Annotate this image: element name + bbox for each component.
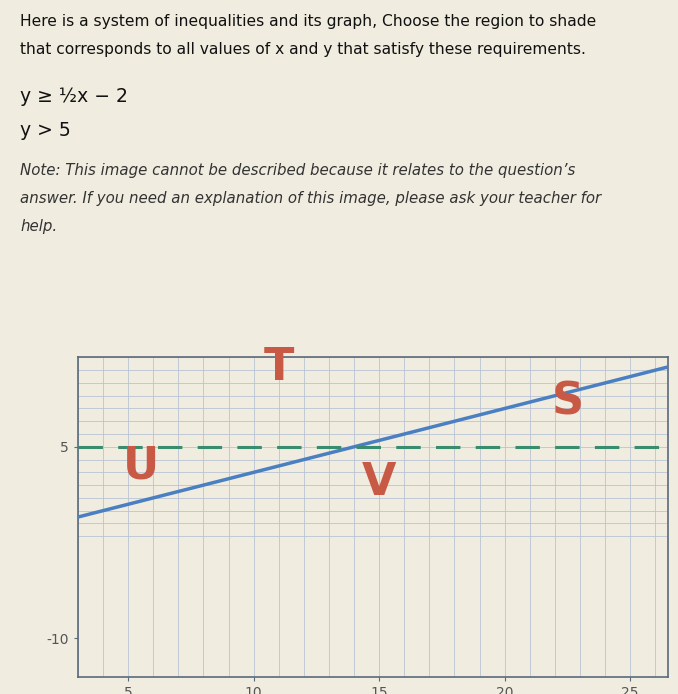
Text: T: T <box>264 346 294 389</box>
Text: y ≥ ½x − 2: y ≥ ½x − 2 <box>20 87 128 105</box>
Text: answer. If you need an explanation of this image, please ask your teacher for: answer. If you need an explanation of th… <box>20 191 601 206</box>
Text: Here is a system of inequalities and its graph, Choose the region to shade: Here is a system of inequalities and its… <box>20 14 597 29</box>
Text: V: V <box>362 461 397 504</box>
Text: help.: help. <box>20 219 58 234</box>
Text: S: S <box>551 380 584 423</box>
Text: y > 5: y > 5 <box>20 121 71 140</box>
Text: Note: This image cannot be described because it relates to the question’s: Note: This image cannot be described bec… <box>20 163 576 178</box>
Text: U: U <box>123 444 159 487</box>
Text: that corresponds to all values of x and y that satisfy these requirements.: that corresponds to all values of x and … <box>20 42 586 57</box>
